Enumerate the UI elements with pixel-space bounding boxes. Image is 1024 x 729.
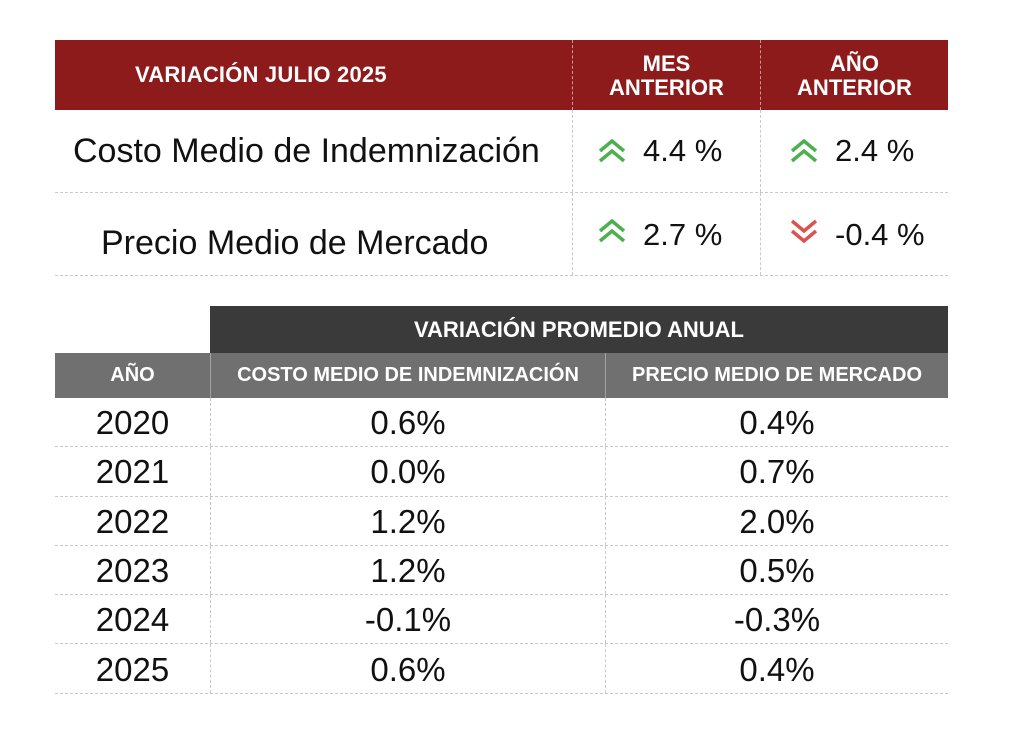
cell-costo: -0.1%: [210, 595, 605, 644]
value-text: 4.4 %: [643, 133, 723, 168]
col-header-mes-label: MES ANTERIOR: [609, 51, 724, 100]
table-row: 2025 0.6% 0.4%: [55, 644, 948, 694]
cell-anio-anterior: 2.4 %: [760, 110, 948, 192]
value-text: 2.4 %: [835, 133, 915, 168]
monthly-variation-header: VARIACIÓN JULIO 2025 MES ANTERIOR AÑO AN…: [55, 40, 948, 110]
value-text: -0.4 %: [835, 217, 925, 252]
cell-year: 2021: [95, 453, 170, 491]
cell-precio: 0.7%: [605, 447, 948, 496]
cell-precio: -0.3%: [605, 595, 948, 644]
annual-banner-title: VARIACIÓN PROMEDIO ANUAL: [210, 306, 948, 353]
col-header-anio-label: AÑO ANTERIOR: [797, 51, 912, 100]
col-header-anio-anterior: AÑO ANTERIOR: [760, 40, 948, 110]
monthly-variation-title: VARIACIÓN JULIO 2025: [135, 62, 387, 87]
cell-year: 2025: [95, 650, 170, 688]
double-chevron-up-icon: [787, 137, 821, 165]
cell-year: 2023: [95, 552, 170, 590]
row-label: Costo Medio de Indemnización: [73, 131, 540, 170]
cell-year: 2020: [95, 404, 170, 442]
table-row: 2020 0.6% 0.4%: [55, 398, 948, 448]
cell-anio-anterior: -0.4 %: [760, 193, 948, 275]
cell-precio: 0.4%: [605, 398, 948, 447]
cell-costo: 0.6%: [210, 398, 605, 447]
table-row: 2021 0.0% 0.7%: [55, 447, 948, 497]
row-label: Precio Medio de Mercado: [101, 223, 489, 262]
cell-costo: 1.2%: [210, 496, 605, 545]
col-header-precio: PRECIO MEDIO DE MERCADO: [605, 353, 948, 398]
cell-year: 2024: [95, 601, 170, 639]
monthly-variation-table: VARIACIÓN JULIO 2025 MES ANTERIOR AÑO AN…: [55, 40, 948, 276]
cell-precio: 2.0%: [605, 496, 948, 545]
double-chevron-up-icon: [595, 217, 629, 245]
cell-costo: 0.0%: [210, 447, 605, 496]
annual-banner-row: VARIACIÓN PROMEDIO ANUAL: [55, 306, 948, 353]
cell-mes-anterior: 4.4 %: [572, 110, 760, 192]
cell-precio: 0.5%: [605, 545, 948, 595]
cell-precio: 0.4%: [605, 644, 948, 693]
table-row: 2022 1.2% 2.0%: [55, 496, 948, 546]
double-chevron-up-icon: [595, 137, 629, 165]
table-row: 2023 1.2% 0.5%: [55, 545, 948, 596]
row-precio-medio: Precio Medio de Mercado 2.7 % -0.4 %: [55, 193, 948, 276]
double-chevron-down-icon: [787, 217, 821, 245]
col-header-costo: COSTO MEDIO DE INDEMNIZACIÓN: [210, 353, 605, 398]
cell-mes-anterior: 2.7 %: [572, 193, 760, 275]
col-header-year: AÑO: [110, 364, 155, 386]
cell-costo: 1.2%: [210, 545, 605, 595]
row-costo-medio: Costo Medio de Indemnización 4.4 % 2.4 %: [55, 110, 948, 193]
annual-variation-table: VARIACIÓN PROMEDIO ANUAL AÑO COSTO MEDIO…: [55, 306, 948, 694]
cell-costo: 0.6%: [210, 644, 605, 693]
col-header-mes-anterior: MES ANTERIOR: [572, 40, 760, 110]
cell-year: 2022: [95, 502, 170, 540]
table-row: 2024 -0.1% -0.3%: [55, 595, 948, 645]
value-text: 2.7 %: [643, 217, 723, 252]
banner-spacer: [55, 306, 210, 353]
annual-column-headers: AÑO COSTO MEDIO DE INDEMNIZACIÓN PRECIO …: [55, 353, 948, 398]
